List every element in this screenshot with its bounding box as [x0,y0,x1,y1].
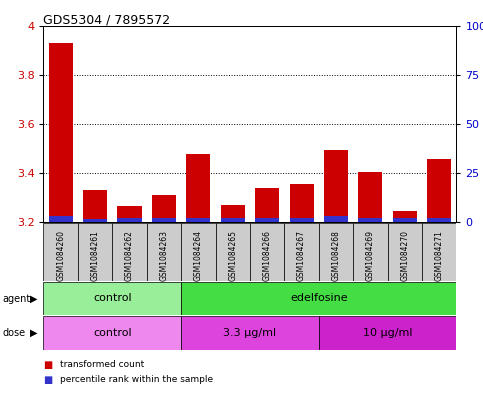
Bar [324,150,348,222]
Text: GSM1084266: GSM1084266 [263,230,271,281]
Bar [250,223,284,281]
Text: ■: ■ [43,375,53,385]
Bar [353,223,388,281]
Bar [117,206,142,222]
Bar [181,282,456,315]
Bar [43,316,181,350]
Text: 3.3 μg/ml: 3.3 μg/ml [224,328,276,338]
Bar [427,160,451,222]
Bar [319,223,353,281]
Bar [83,190,107,222]
Bar [117,218,142,222]
Bar [181,223,215,281]
Bar [43,282,181,315]
Text: GSM1084265: GSM1084265 [228,230,237,281]
Text: edelfosine: edelfosine [290,294,348,303]
Bar [186,154,211,222]
Bar [427,218,451,222]
Bar [324,216,348,222]
Text: GSM1084262: GSM1084262 [125,230,134,281]
Bar [112,223,147,281]
Bar [358,218,383,222]
Text: ▶: ▶ [30,328,38,338]
Bar [358,172,383,222]
Text: agent: agent [2,294,30,304]
Bar [289,218,313,222]
Text: GSM1084263: GSM1084263 [159,230,169,281]
Bar [255,218,279,222]
Bar [181,316,319,350]
Bar [221,205,245,222]
Bar [422,223,456,281]
Bar [83,219,107,222]
Text: 10 μg/ml: 10 μg/ml [363,328,412,338]
Bar [221,218,245,222]
Bar [393,211,417,222]
Text: GDS5304 / 7895572: GDS5304 / 7895572 [43,14,170,27]
Bar [255,188,279,222]
Text: ▶: ▶ [30,294,38,304]
Text: GSM1084269: GSM1084269 [366,230,375,281]
Bar [152,195,176,222]
Text: GSM1084270: GSM1084270 [400,230,409,281]
Text: GSM1084261: GSM1084261 [91,230,99,281]
Text: GSM1084260: GSM1084260 [56,230,65,281]
Bar [388,223,422,281]
Text: GSM1084264: GSM1084264 [194,230,203,281]
Text: ■: ■ [43,360,53,370]
Bar [43,223,78,281]
Text: percentile rank within the sample: percentile rank within the sample [60,375,213,384]
Text: dose: dose [2,328,26,338]
Bar [152,218,176,222]
Text: control: control [93,328,131,338]
Bar [49,216,73,222]
Bar [289,184,313,222]
Text: GSM1084267: GSM1084267 [297,230,306,281]
Text: control: control [93,294,131,303]
Bar [393,218,417,222]
Bar [78,223,112,281]
Bar [284,223,319,281]
Bar [49,43,73,222]
Text: GSM1084271: GSM1084271 [435,230,444,281]
Text: GSM1084268: GSM1084268 [331,230,341,281]
Bar [319,316,456,350]
Bar [215,223,250,281]
Bar [147,223,181,281]
Text: transformed count: transformed count [60,360,144,369]
Bar [186,218,211,222]
